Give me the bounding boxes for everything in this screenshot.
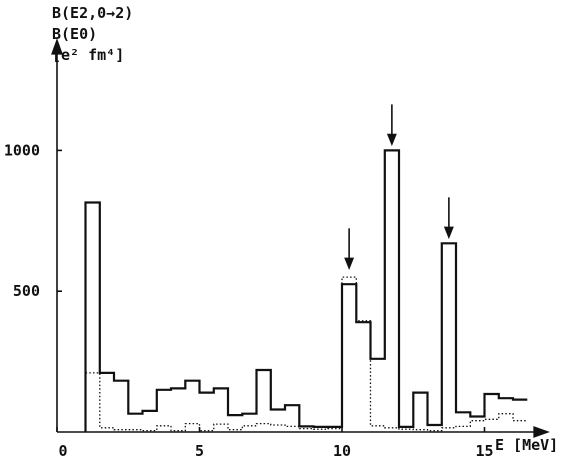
x-tick-label-2: 10: [333, 442, 351, 460]
title-block: B(E2,0→2) B(E0) [e² fm⁴]: [52, 4, 133, 64]
title-line-3: [e² fm⁴]: [52, 46, 124, 64]
x-tick-label-0: 0: [58, 442, 67, 460]
x-axis-label: E [MeV]: [495, 436, 558, 454]
y-tick-label-1: 1000: [4, 141, 40, 159]
y-axis-arrowhead: [51, 38, 63, 55]
series-solid-line: [84, 149, 528, 432]
series-layer: [84, 149, 528, 432]
x-tick-label-3: 15: [475, 442, 493, 460]
arrow-head-0: [344, 257, 355, 271]
title-line-1: B(E2,0→2): [52, 4, 133, 22]
ticks: 0 5 10 15 500 1000: [4, 141, 494, 460]
axes: [51, 38, 550, 438]
title-line-2: B(E0): [52, 25, 97, 43]
x-axis-arrowhead: [533, 426, 550, 438]
arrow-head-2: [443, 226, 454, 240]
x-tick-label-1: 5: [195, 442, 204, 460]
y-tick-label-0: 500: [13, 282, 40, 300]
arrow-markers: [344, 104, 454, 271]
series-dotted-line: [84, 276, 528, 432]
arrow-head-1: [386, 133, 397, 147]
